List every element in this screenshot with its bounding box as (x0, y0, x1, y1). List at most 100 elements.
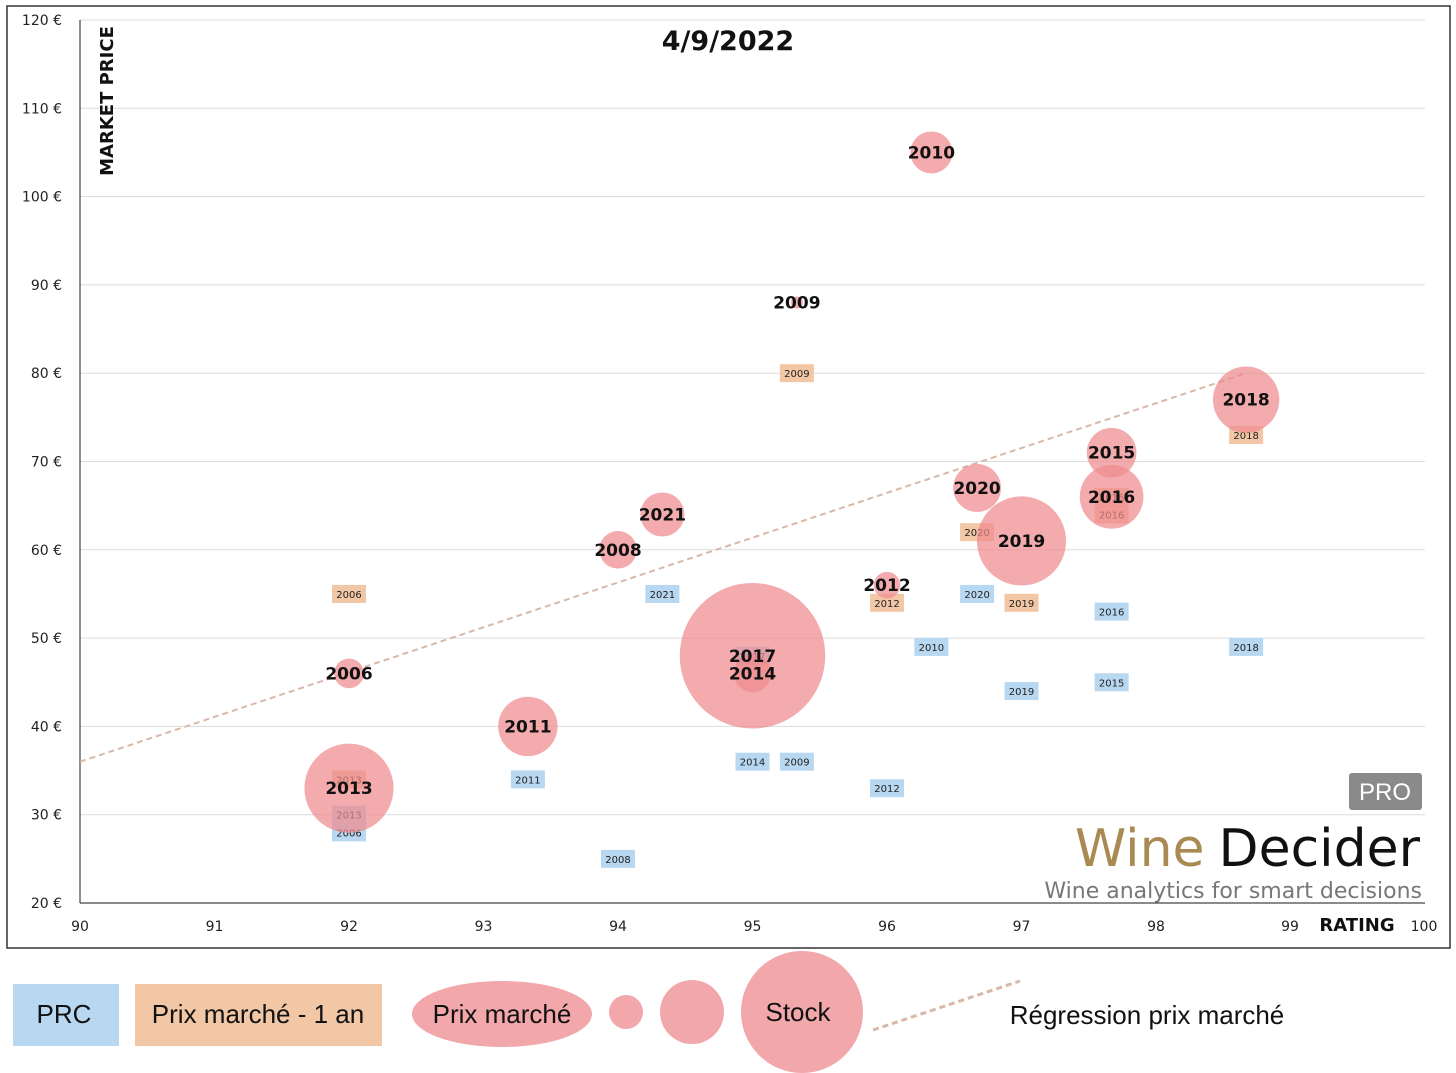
prc-marker (1094, 673, 1129, 692)
prc-marker (870, 779, 904, 798)
prc-marker-label: 2010 (919, 643, 944, 654)
legend-swatch-prc (13, 984, 119, 1046)
bubble-label: 2017 (729, 647, 776, 667)
prc-marker-label: 2018 (1233, 643, 1258, 654)
bubble-label: 2015 (1088, 444, 1135, 464)
bubble (790, 296, 803, 309)
prc-marker-label: 2020 (964, 590, 989, 601)
x-tick-label: 95 (744, 919, 762, 935)
bubble (733, 654, 772, 693)
legend-stock-medium (660, 980, 724, 1044)
x-tick-label: 92 (340, 919, 358, 935)
bubble-label: 2012 (863, 576, 910, 596)
y-tick-label: 100 € (22, 190, 62, 206)
regression-trendline (79, 372, 1247, 763)
prix-an-marker-label: 2018 (1233, 431, 1258, 442)
bubble-markers (304, 131, 1280, 833)
bubble-label: 2020 (953, 479, 1000, 499)
bubble (976, 496, 1067, 586)
prc-marker-label: 2012 (874, 784, 899, 795)
x-tick-label: 91 (206, 919, 224, 935)
bubble-label: 2011 (504, 717, 551, 737)
prc-marker-label: 2016 (1099, 608, 1124, 619)
bubble (599, 531, 637, 569)
brand-name: Wine Decider (1075, 819, 1421, 879)
legend-stock-small (609, 995, 643, 1029)
prc-marker (960, 584, 995, 603)
prc-marker-label: 2006 (336, 828, 361, 839)
wine-decider-logo: PRO Wine Decider Wine analytics for smart… (1044, 773, 1422, 904)
bubble (498, 696, 558, 757)
bubble (304, 743, 394, 833)
prc-marker (914, 637, 949, 656)
bubble-label: 2008 (594, 541, 641, 561)
legend-swatch-regression (872, 979, 1021, 1032)
prc-marker (779, 752, 814, 771)
y-tick-label: 50 € (31, 631, 62, 647)
prix-an-marker (870, 593, 904, 612)
pro-badge (1349, 773, 1422, 810)
gridlines (80, 19, 1425, 816)
y-axis-label: MARKET PRICE (97, 26, 118, 176)
prix-an-marker (779, 364, 814, 383)
y-tick-label: 70 € (31, 455, 62, 471)
x-tick-label: 96 (878, 919, 896, 935)
bubble-labels: 2010 2009 2018 2015 2020 2016 2021 2019 2008 2012… (325, 143, 1269, 799)
x-tick-label: 100 (1411, 919, 1438, 935)
y-tick-label: 20 € (31, 896, 62, 912)
regression-line (79, 372, 1247, 763)
prix-an-marker-label: 2006 (336, 590, 361, 601)
x-tick-label: 93 (475, 919, 493, 935)
prc-marker-label: 2009 (784, 758, 809, 769)
brand-tagline: Wine analytics for smart decisions (1044, 879, 1422, 904)
prix-an-marker (332, 584, 366, 603)
pro-badge-label: PRO (1359, 779, 1411, 806)
bubble-label: 2009 (773, 294, 820, 314)
bubble-label: 2010 (908, 143, 955, 163)
x-tick-label: 90 (71, 919, 89, 935)
prc-marker-label: 2008 (605, 855, 630, 866)
bubble-label: 2019 (998, 532, 1045, 552)
prc-marker-label: 2014 (740, 758, 765, 769)
prc-marker (1229, 637, 1264, 656)
axes (79, 20, 1425, 904)
y-tick-label: 90 € (31, 278, 62, 294)
bubble (1086, 427, 1137, 478)
brand-name-decider: Decider (1219, 819, 1421, 879)
prc-marker (735, 752, 770, 771)
prc-marker (510, 770, 545, 789)
chart-frame (6, 5, 1451, 949)
bubble (640, 492, 685, 537)
prc-marker (1094, 602, 1129, 621)
prc-marker-label: 2011 (515, 775, 540, 786)
prix-an-marker-label: 2009 (784, 369, 809, 380)
bubble-label: 2016 (1088, 488, 1135, 508)
bubble-label: 2021 (639, 505, 686, 525)
bubble (1212, 366, 1280, 433)
legend-label-prc: PRC (37, 999, 92, 1029)
brand-name-wine: Wine (1075, 819, 1205, 879)
bubble-label: 2014 (729, 664, 776, 684)
y-tick-label: 40 € (31, 719, 62, 735)
legend-label-prix-marche: Prix marché (433, 999, 572, 1029)
y-tick-label: 80 € (31, 366, 62, 382)
prc-marker-label: 2021 (650, 590, 675, 601)
legend-swatch-prix-marche (412, 981, 592, 1047)
prc-marker-label: 2015 (1099, 678, 1124, 689)
legend-stock-large (741, 951, 863, 1073)
bubble (953, 464, 1002, 512)
bubble (334, 658, 364, 689)
x-tick-label: 99 (1281, 919, 1299, 935)
bubble (1079, 464, 1144, 529)
legend-swatch-prix-an (135, 984, 382, 1046)
prix-an-marker-label: 2020 (964, 528, 989, 539)
y-tick-label: 30 € (31, 808, 62, 824)
prc-marker (601, 849, 635, 868)
y-tick-label: 60 € (31, 543, 62, 559)
y-tick-label: 110 € (22, 101, 62, 117)
legend-label-stock: Stock (765, 997, 831, 1027)
bubble-label: 2018 (1222, 391, 1269, 411)
x-tick-label: 98 (1147, 919, 1165, 935)
x-tick-label: 97 (1013, 919, 1031, 935)
